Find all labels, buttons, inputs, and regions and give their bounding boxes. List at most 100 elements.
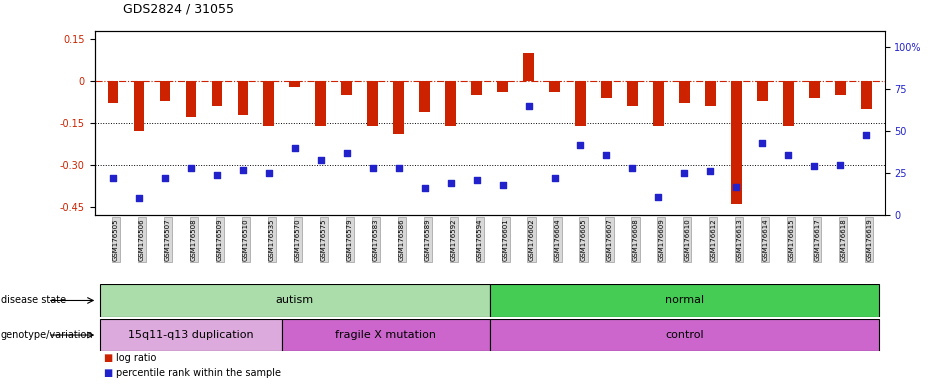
Text: GSM176535: GSM176535 [269, 218, 274, 261]
Bar [809, 81, 819, 98]
Text: GSM176594: GSM176594 [477, 218, 482, 261]
Point [184, 165, 199, 171]
Text: GSM176608: GSM176608 [633, 218, 639, 261]
Point [677, 170, 692, 176]
Bar [99, 284, 490, 317]
Point [780, 152, 796, 158]
Bar [835, 81, 846, 95]
Text: GSM176507: GSM176507 [165, 218, 171, 261]
Text: GSM176607: GSM176607 [606, 218, 612, 261]
Text: GSM176601: GSM176601 [502, 218, 509, 261]
Text: GSM176509: GSM176509 [217, 218, 222, 261]
Bar [99, 319, 282, 351]
Bar [237, 81, 248, 114]
Point [547, 175, 562, 181]
Bar [160, 81, 170, 101]
Text: log ratio: log ratio [116, 353, 157, 363]
Bar [602, 81, 612, 98]
Text: GSM176619: GSM176619 [867, 218, 872, 261]
Bar [471, 81, 482, 95]
Bar [133, 81, 144, 131]
Bar [654, 81, 664, 126]
Bar [212, 81, 222, 106]
Text: percentile rank within the sample: percentile rank within the sample [116, 368, 281, 378]
Point [391, 165, 406, 171]
Text: disease state: disease state [1, 295, 66, 306]
Text: GSM176508: GSM176508 [191, 218, 197, 261]
Bar [575, 81, 586, 126]
Text: GSM176570: GSM176570 [294, 218, 301, 261]
Text: normal: normal [665, 295, 704, 306]
Text: GSM176575: GSM176575 [321, 218, 326, 261]
Point [728, 184, 744, 190]
Bar [264, 81, 274, 126]
Point [131, 195, 147, 201]
Point [703, 169, 718, 175]
Point [495, 182, 510, 188]
Point [859, 132, 874, 138]
Point [807, 163, 822, 169]
Text: control: control [665, 330, 704, 340]
Point [625, 165, 640, 171]
Text: GSM176617: GSM176617 [815, 218, 820, 261]
Point [157, 175, 172, 181]
Bar [282, 319, 490, 351]
Point [287, 145, 302, 151]
Text: GSM176586: GSM176586 [398, 218, 405, 261]
Point [443, 180, 458, 186]
Bar [550, 81, 560, 92]
Bar [108, 81, 118, 103]
Point [755, 140, 770, 146]
Text: GSM176610: GSM176610 [685, 218, 691, 261]
Point [105, 175, 120, 181]
Text: GSM176614: GSM176614 [762, 218, 768, 261]
Text: autism: autism [275, 295, 314, 306]
Bar [523, 53, 534, 81]
Text: GSM176615: GSM176615 [788, 218, 795, 261]
Point [832, 162, 848, 168]
Text: GSM176506: GSM176506 [139, 218, 145, 261]
Bar [394, 81, 404, 134]
Text: GSM176604: GSM176604 [554, 218, 561, 261]
Text: ■: ■ [104, 353, 116, 363]
Point [209, 172, 224, 178]
Bar [446, 81, 456, 126]
Text: GSM176613: GSM176613 [736, 218, 743, 261]
Text: GDS2824 / 31055: GDS2824 / 31055 [123, 2, 234, 15]
Text: GSM176505: GSM176505 [113, 218, 119, 261]
Point [313, 157, 328, 163]
Point [521, 103, 536, 109]
Bar [185, 81, 196, 117]
Bar [490, 284, 880, 317]
Point [236, 167, 251, 173]
Text: GSM176605: GSM176605 [581, 218, 587, 261]
Bar [861, 81, 871, 109]
Text: GSM176510: GSM176510 [243, 218, 249, 261]
Text: GSM176583: GSM176583 [373, 218, 378, 261]
Text: GSM176589: GSM176589 [425, 218, 430, 261]
Bar [490, 319, 880, 351]
Text: GSM176579: GSM176579 [346, 218, 353, 261]
Bar [627, 81, 638, 106]
Text: genotype/variation: genotype/variation [1, 330, 94, 340]
Text: GSM176602: GSM176602 [529, 218, 534, 261]
Point [573, 142, 588, 148]
Point [365, 165, 380, 171]
Bar [289, 81, 300, 86]
Bar [731, 81, 742, 204]
Text: GSM176618: GSM176618 [840, 218, 847, 261]
Point [599, 152, 614, 158]
Bar [705, 81, 715, 106]
Text: fragile X mutation: fragile X mutation [335, 330, 436, 340]
Bar [757, 81, 767, 101]
Text: 15q11-q13 duplication: 15q11-q13 duplication [128, 330, 254, 340]
Text: GSM176592: GSM176592 [450, 218, 457, 261]
Bar [419, 81, 429, 112]
Bar [498, 81, 508, 92]
Point [469, 177, 484, 183]
Text: ■: ■ [104, 368, 116, 378]
Point [651, 194, 666, 200]
Point [339, 150, 354, 156]
Bar [342, 81, 352, 95]
Bar [367, 81, 377, 126]
